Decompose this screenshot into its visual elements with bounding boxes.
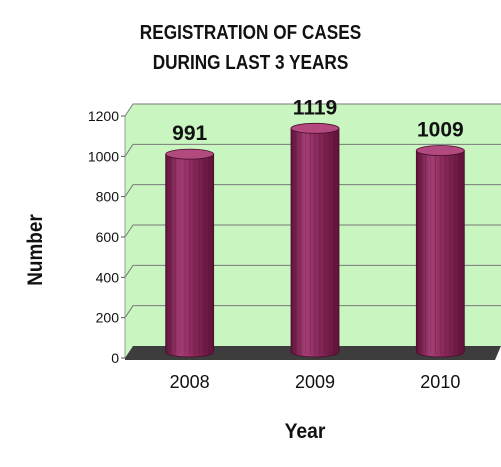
gridline xyxy=(124,184,501,197)
bar-body xyxy=(165,153,215,358)
value-label-2008: 991 xyxy=(172,122,207,145)
y-axis: 0 200 400 600 800 1000 1200 xyxy=(88,108,125,366)
gridline xyxy=(124,224,501,238)
y-tick-label: 800 xyxy=(96,189,120,205)
x-axis-label: Year xyxy=(284,420,326,443)
value-labels: 991 1119 1009 xyxy=(172,96,464,145)
bar-cap xyxy=(290,122,340,134)
bar-2010 xyxy=(415,145,465,358)
gridline xyxy=(124,143,501,157)
bar-2009 xyxy=(290,122,340,358)
y-tick-label: 200 xyxy=(96,310,120,326)
gridline xyxy=(124,103,501,117)
y-tick-label: 400 xyxy=(96,269,120,285)
y-tick-label: 1000 xyxy=(88,148,119,164)
y-tick-label: 0 xyxy=(111,350,119,366)
chart-title-block: REGISTRATION OF CASES DURING LAST 3 YEAR… xyxy=(35,18,466,78)
chart-title: REGISTRATION OF CASES xyxy=(139,22,362,44)
chart-subtitle: DURING LAST 3 YEARS xyxy=(152,52,349,74)
gridline xyxy=(124,264,501,278)
value-label-2010: 1009 xyxy=(417,119,464,142)
bar-body xyxy=(415,150,465,358)
value-label-2009: 1119 xyxy=(293,96,337,119)
y-tick-label: 1200 xyxy=(88,108,119,124)
gridline xyxy=(124,305,501,318)
x-axis: 2008 2009 2010 xyxy=(170,372,461,392)
x-tick-label-2010: 2010 xyxy=(420,372,460,392)
x-tick-label-2009: 2009 xyxy=(295,372,335,392)
bar-cap xyxy=(415,145,465,156)
bar-cap xyxy=(165,148,215,160)
x-tick-label-2008: 2008 xyxy=(170,372,210,392)
y-tick-label: 600 xyxy=(96,229,120,245)
bar-body xyxy=(290,127,340,358)
bars xyxy=(165,122,465,358)
bar-2008 xyxy=(165,148,215,358)
